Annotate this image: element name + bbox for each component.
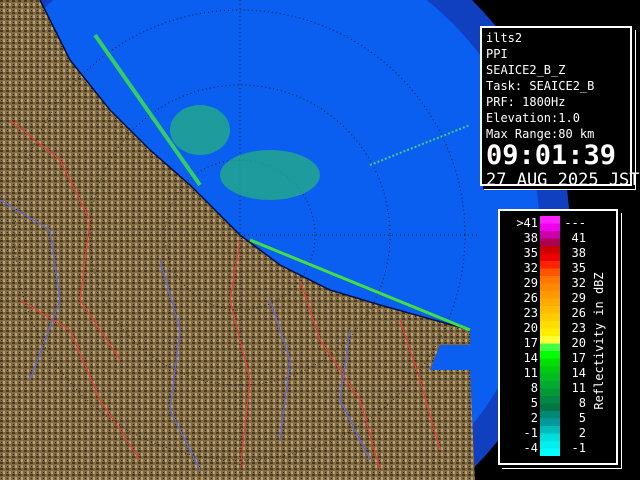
legend-row: 8 11 — [500, 381, 590, 396]
legend-low-label: -1 — [523, 426, 538, 440]
legend-swatch — [540, 336, 560, 351]
legend-high-label: 29 — [571, 291, 586, 305]
legend-high-label: -1 — [571, 441, 586, 455]
boundaries — [0, 0, 471, 471]
legend-low-label: 17 — [523, 336, 538, 350]
legend-high-label: 26 — [571, 306, 586, 320]
legend-low-label: 5 — [530, 396, 538, 410]
legend-unit-label: Reflectivity in dBZ — [588, 271, 610, 411]
legend-swatch — [540, 441, 560, 456]
legend-swatch — [540, 351, 560, 366]
legend-high-label: 8 — [578, 396, 586, 410]
legend-low-label: 29 — [523, 276, 538, 290]
scan-time: 09:01:39 — [486, 140, 617, 171]
legend-row: 5 8 — [500, 396, 590, 411]
legend-low-label: 11 — [523, 366, 538, 380]
legend-low-label: 38 — [523, 231, 538, 245]
legend-low-label: 14 — [523, 351, 538, 365]
legend-row: 32 35 — [500, 261, 590, 276]
legend-high-label: 11 — [571, 381, 586, 395]
legend-swatch — [540, 426, 560, 441]
rivers — [9, 119, 441, 471]
legend-row: 11 14 — [500, 366, 590, 381]
legend-high-label: 41 — [571, 231, 586, 245]
legend-swatch — [540, 246, 560, 261]
legend-row: 20 23 — [500, 321, 590, 336]
legend-swatch — [540, 321, 560, 336]
legend-low-label: 23 — [523, 306, 538, 320]
scan-date: 27 AUG 2025 JST — [486, 170, 640, 190]
legend-swatch — [540, 381, 560, 396]
prf: PRF: 1800Hz — [486, 95, 566, 109]
legend-high-label: 23 — [571, 321, 586, 335]
legend-swatch — [540, 261, 560, 276]
legend-swatch — [540, 306, 560, 321]
legend-row: 38 41 — [500, 231, 590, 246]
legend-swatch — [540, 216, 560, 231]
legend-low-label: 20 — [523, 321, 538, 335]
legend-row: 14 17 — [500, 351, 590, 366]
reflectivity-legend: >41 --- 38 41 35 38 32 35 29 32 26 29 23 26 20 … — [498, 209, 618, 465]
terrain — [0, 0, 475, 480]
legend-row: -4 -1 — [500, 441, 590, 456]
legend-row: 2 5 — [500, 411, 590, 426]
legend-high-label: 38 — [571, 246, 586, 260]
legend-high-label: 14 — [571, 366, 586, 380]
legend-swatch — [540, 366, 560, 381]
legend-low-label: 26 — [523, 291, 538, 305]
legend-swatch — [540, 231, 560, 246]
scan-type: PPI — [486, 47, 508, 61]
legend-swatch — [540, 396, 560, 411]
legend-swatch — [540, 291, 560, 306]
legend-unit-text: Reflectivity in dBZ — [592, 272, 606, 410]
product-name: SEAICE2_B_Z — [486, 63, 566, 77]
legend-high-label: 35 — [571, 261, 586, 275]
legend-low-label: 2 — [530, 411, 538, 425]
legend-high-label: 32 — [571, 276, 586, 290]
echoes — [93, 33, 471, 332]
scan-info-panel: ilts2 PPI SEAICE2_B_Z Task: SEAICE2_B PR… — [480, 26, 640, 190]
legend-low-label: 32 — [523, 261, 538, 275]
legend-row: >41 --- — [500, 216, 590, 231]
legend-swatch — [540, 411, 560, 426]
legend-high-label: 20 — [571, 336, 586, 350]
legend-high-label: 5 — [578, 411, 586, 425]
legend-high-label: 2 — [578, 426, 586, 440]
task-name: Task: SEAICE2_B — [486, 79, 595, 93]
legend-row: -1 2 — [500, 426, 590, 441]
legend-high-label: 17 — [571, 351, 586, 365]
legend-row: 26 29 — [500, 291, 590, 306]
legend-swatch — [540, 276, 560, 291]
legend-low-label: 8 — [530, 381, 538, 395]
legend-high-label: --- — [564, 216, 586, 230]
legend-row: 35 38 — [500, 246, 590, 261]
legend-row: 29 32 — [500, 276, 590, 291]
legend-low-label: 35 — [523, 246, 538, 260]
legend-row: 17 20 — [500, 336, 590, 351]
max-range: Max Range:80 km — [486, 127, 595, 141]
elevation: Elevation:1.0 — [486, 111, 580, 125]
legend-low-label: -4 — [523, 441, 538, 455]
radar-name: ilts2 — [486, 31, 523, 45]
legend-low-label: >41 — [516, 216, 538, 230]
legend-row: 23 26 — [500, 306, 590, 321]
